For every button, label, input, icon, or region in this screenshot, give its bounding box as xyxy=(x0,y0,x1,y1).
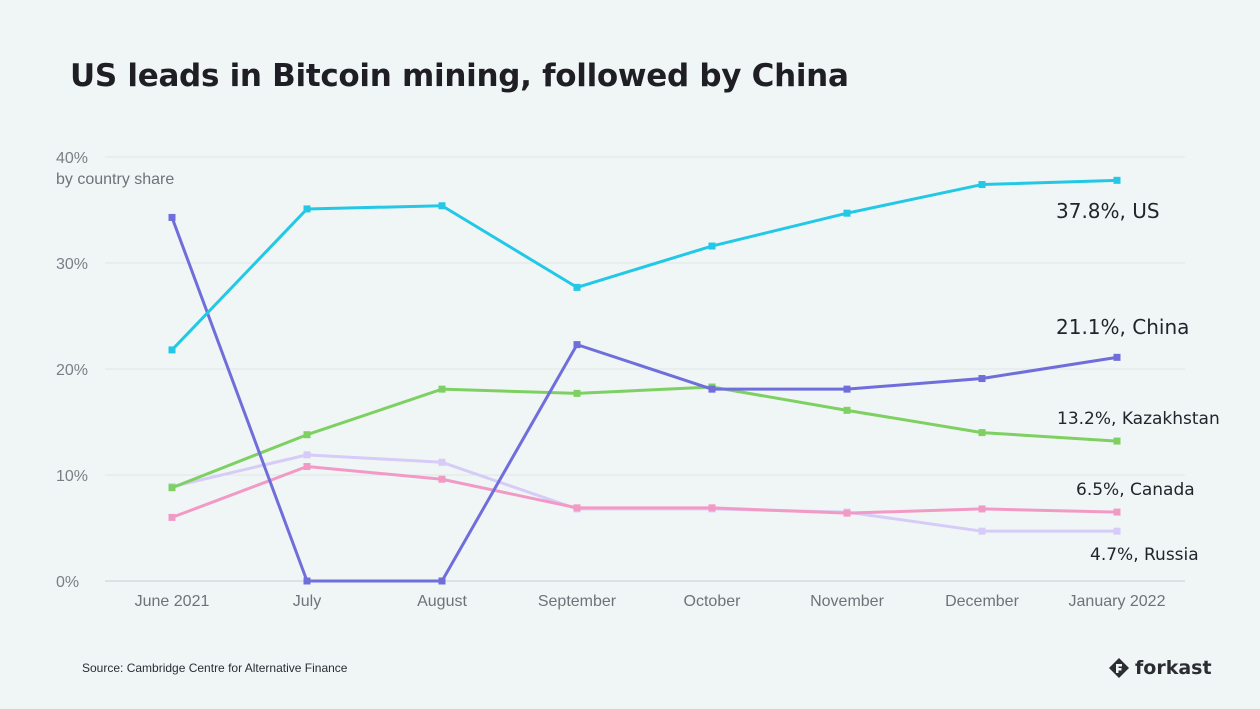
series-line-canada xyxy=(171,465,1118,519)
forkast-logo-icon xyxy=(1109,658,1129,678)
data-point-canada xyxy=(303,463,311,471)
chart-title: US leads in Bitcoin mining, followed by … xyxy=(70,58,849,94)
data-point-us xyxy=(573,283,581,291)
end-labels: 37.8%, US 21.1%, China 13.2%, Kazakhstan 6.… xyxy=(1056,199,1220,565)
data-point-canada xyxy=(978,505,986,513)
x-axis-ticks: June 2021 July August September October Novem… xyxy=(135,593,1166,610)
y-tick-label: 40% xyxy=(56,150,88,167)
data-point-canada xyxy=(1113,508,1121,516)
data-point-kazakhstan xyxy=(573,389,581,397)
series-us xyxy=(168,176,1121,354)
y-tick-label: 0% xyxy=(56,574,79,591)
y-axis-ticks: 0% 10% 20% 30% 40% xyxy=(56,150,88,591)
data-point-russia xyxy=(303,451,311,459)
end-label-us: 37.8%, US xyxy=(1056,199,1160,223)
data-point-china xyxy=(438,577,446,585)
x-tick-label: December xyxy=(945,593,1019,610)
data-point-canada xyxy=(438,475,446,483)
x-tick-label: September xyxy=(538,593,617,610)
data-point-china xyxy=(843,385,851,393)
end-label-china: 21.1%, China xyxy=(1056,315,1189,339)
data-point-kazakhstan xyxy=(978,429,986,437)
data-point-china xyxy=(168,213,176,221)
x-tick-label: August xyxy=(417,593,467,610)
end-label-kazakhstan: 13.2%, Kazakhstan xyxy=(1057,409,1220,429)
series-lines xyxy=(168,176,1121,585)
data-point-us xyxy=(1113,176,1121,184)
series-russia xyxy=(168,451,1121,535)
source-note: Source: Cambridge Centre for Alternative… xyxy=(82,661,348,675)
data-point-canada xyxy=(573,504,581,512)
x-tick-label: January 2022 xyxy=(1069,593,1166,610)
data-point-us xyxy=(978,181,986,189)
data-point-us xyxy=(438,202,446,210)
data-point-china xyxy=(978,375,986,383)
data-point-kazakhstan xyxy=(843,406,851,414)
data-point-us xyxy=(168,346,176,354)
forkast-logo: forkast xyxy=(1108,657,1212,679)
data-point-russia xyxy=(1113,527,1121,535)
series-line-kazakhstan xyxy=(171,385,1118,490)
y-tick-label: 20% xyxy=(56,362,88,379)
data-point-kazakhstan xyxy=(168,484,176,492)
x-tick-label: November xyxy=(810,593,884,610)
series-canada xyxy=(168,463,1121,521)
data-point-china xyxy=(303,577,311,585)
data-point-china xyxy=(573,341,581,349)
data-point-kazakhstan xyxy=(1113,437,1121,445)
data-point-russia xyxy=(438,458,446,466)
y-axis-label: by country share xyxy=(56,171,174,188)
series-line-china xyxy=(170,216,1118,583)
data-point-us xyxy=(708,242,716,250)
data-point-canada xyxy=(708,504,716,512)
data-point-russia xyxy=(978,527,986,535)
x-tick-label: July xyxy=(293,593,321,610)
end-label-russia: 4.7%, Russia xyxy=(1090,545,1199,565)
data-point-kazakhstan xyxy=(303,431,311,439)
gridlines xyxy=(105,156,1185,582)
data-point-canada xyxy=(168,513,176,521)
series-china xyxy=(168,213,1121,585)
data-point-us xyxy=(303,205,311,213)
y-tick-label: 30% xyxy=(56,256,88,273)
brand-name: forkast xyxy=(1135,657,1212,679)
data-point-us xyxy=(843,209,851,217)
data-point-china xyxy=(708,385,716,393)
data-point-kazakhstan xyxy=(438,385,446,393)
x-tick-label: October xyxy=(684,593,742,610)
y-tick-label: 10% xyxy=(56,468,88,485)
data-point-canada xyxy=(843,509,851,517)
series-line-us xyxy=(170,178,1118,351)
x-tick-label: June 2021 xyxy=(135,593,210,610)
data-point-china xyxy=(1113,353,1121,361)
end-label-canada: 6.5%, Canada xyxy=(1076,480,1195,500)
